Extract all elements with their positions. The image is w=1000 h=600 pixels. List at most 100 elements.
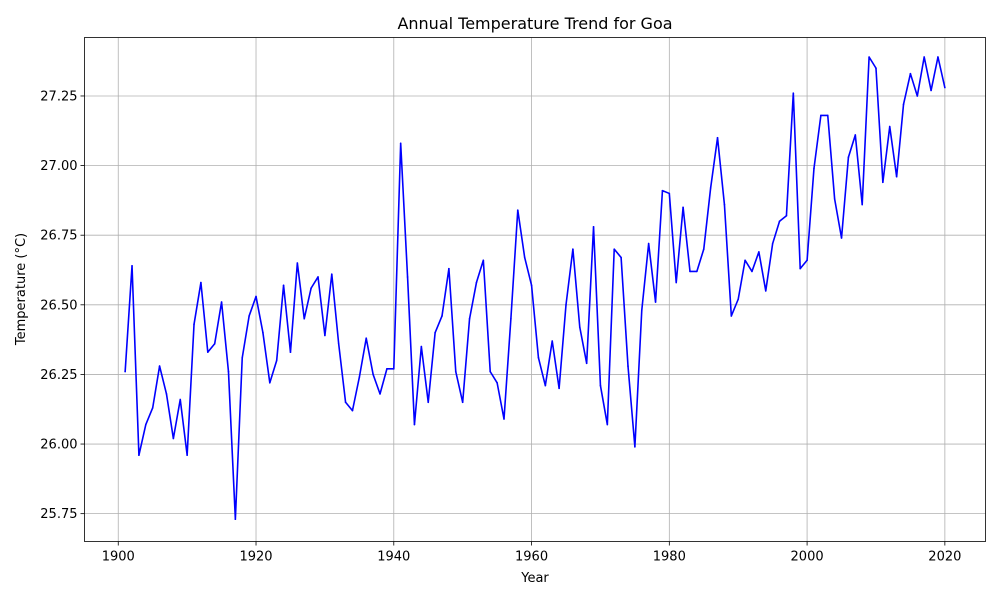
axis-ticks: 1900 1920 1940 1960 1980 2000 2020 25.75 26.00 26…: [40, 89, 961, 564]
data-point: [461, 401, 464, 404]
data-point: [847, 156, 850, 159]
data-point: [909, 72, 912, 75]
temperature-line: [124, 56, 946, 521]
y-tick-label: 27.00: [40, 159, 77, 174]
data-point: [406, 276, 409, 278]
y-tick-label: 26.75: [40, 229, 77, 244]
data-point: [448, 267, 450, 270]
data-point: [179, 398, 182, 401]
data-point: [227, 370, 230, 373]
data-point: [771, 242, 774, 245]
data-point: [392, 368, 395, 370]
chart-title: Annual Temperature Trend for Goa: [397, 14, 672, 33]
data-point: [262, 331, 264, 334]
data-point: [764, 290, 767, 292]
data-point: [193, 323, 195, 326]
x-tick-label: 2020: [928, 550, 961, 565]
data-point: [503, 418, 505, 420]
data-point: [792, 92, 795, 94]
data-point: [441, 315, 443, 317]
data-point: [454, 370, 457, 373]
x-tick-label: 2000: [791, 550, 824, 565]
data-point: [386, 368, 388, 370]
data-point: [675, 281, 678, 284]
data-point: [317, 276, 319, 278]
data-point: [854, 134, 857, 136]
data-point: [372, 373, 374, 376]
data-point: [654, 301, 657, 303]
data-point: [895, 175, 898, 178]
data-point: [289, 351, 292, 353]
data-point: [558, 387, 560, 390]
data-point: [131, 265, 133, 267]
series-layer: [124, 56, 946, 521]
data-point: [510, 317, 512, 320]
data-point: [468, 317, 471, 320]
data-point: [413, 423, 416, 426]
data-point: [820, 114, 822, 117]
data-point: [544, 384, 547, 387]
data-point: [716, 136, 719, 139]
data-point: [826, 114, 829, 117]
data-point: [207, 351, 209, 353]
data-point: [882, 181, 884, 184]
data-point: [661, 189, 664, 192]
data-point: [888, 125, 891, 128]
data-point: [572, 248, 574, 250]
data-point: [799, 267, 802, 270]
data-point: [124, 370, 126, 373]
y-tick-label: 26.25: [40, 368, 77, 383]
data-point: [937, 56, 939, 58]
data-point: [475, 281, 478, 284]
y-tick-label: 26.00: [40, 438, 77, 453]
x-tick-label: 1940: [377, 550, 410, 565]
data-point: [668, 192, 671, 195]
y-tick-label: 27.25: [40, 89, 77, 104]
data-point: [399, 142, 402, 145]
gridlines: [84, 37, 986, 542]
data-point: [737, 298, 740, 301]
data-point: [634, 446, 636, 448]
y-tick-label: 25.75: [40, 507, 77, 522]
data-point: [358, 376, 361, 379]
data-point: [165, 393, 168, 395]
data-point: [482, 259, 485, 262]
data-point: [689, 270, 691, 273]
data-point: [537, 356, 540, 359]
data-point: [310, 287, 312, 289]
data-point: [138, 454, 140, 456]
data-point: [606, 423, 609, 426]
data-point: [145, 423, 147, 426]
data-point: [420, 345, 423, 348]
data-point: [172, 437, 175, 440]
data-point: [220, 301, 223, 303]
plot-area-frame: [84, 37, 986, 542]
data-point: [158, 365, 161, 367]
data-point: [875, 67, 877, 69]
data-point: [427, 401, 430, 404]
data-point: [744, 259, 746, 262]
x-tick-label: 1980: [653, 550, 686, 565]
data-point: [930, 89, 932, 92]
data-point: [647, 242, 650, 245]
data-point: [813, 167, 815, 170]
data-point: [268, 381, 271, 384]
data-point: [944, 86, 946, 89]
data-point: [523, 256, 526, 259]
data-point: [751, 270, 753, 273]
data-point: [682, 206, 684, 209]
data-point: [489, 370, 492, 373]
data-point: [379, 393, 381, 395]
y-axis-title: Temperature (°C): [14, 233, 29, 346]
data-point: [758, 251, 760, 253]
data-point: [255, 295, 257, 298]
data-point: [709, 187, 712, 189]
data-point: [806, 259, 808, 262]
data-point: [578, 326, 581, 328]
data-point: [344, 401, 347, 404]
data-point: [730, 315, 733, 317]
data-point: [351, 409, 354, 412]
data-point: [868, 56, 870, 58]
data-point: [303, 317, 306, 320]
